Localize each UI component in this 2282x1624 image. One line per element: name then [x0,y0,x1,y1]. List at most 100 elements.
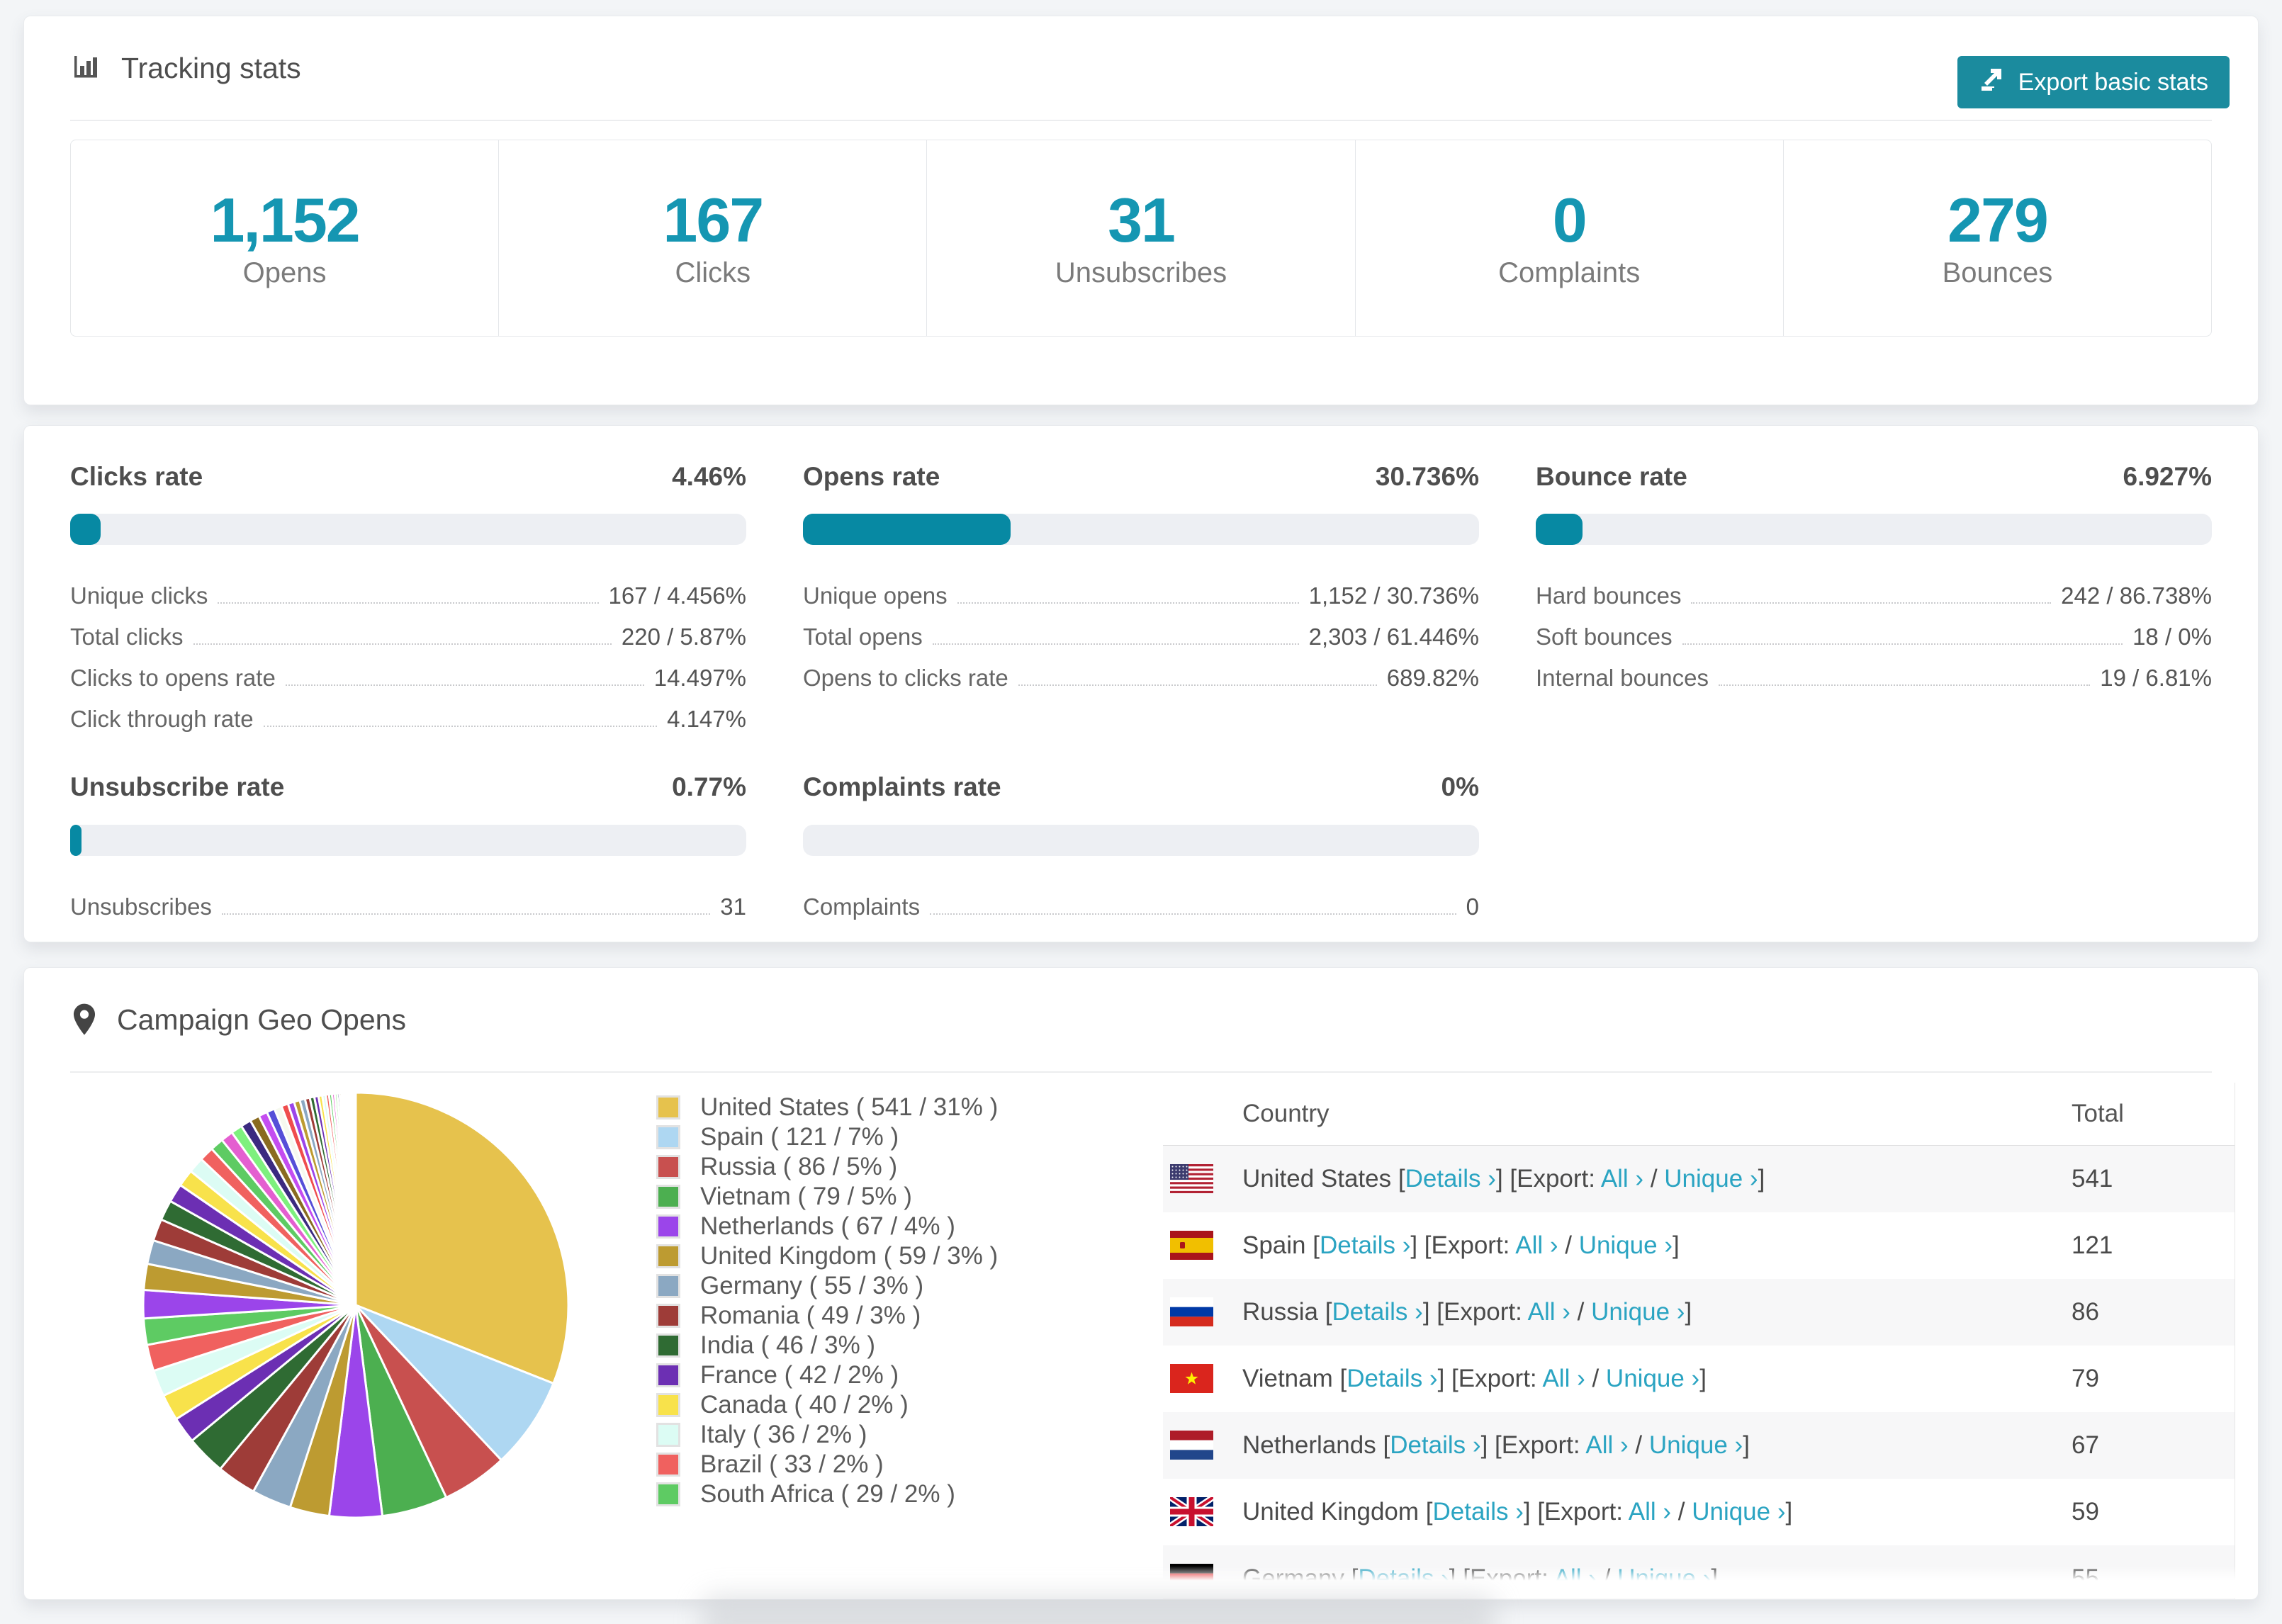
rate-row-value: 689.82% [1386,665,1479,692]
table-row-us: United States [Details ›] [Export: All ›… [1163,1146,2235,1212]
rate-row-label: Internal bounces [1536,665,1709,692]
geo-table-body: United States [Details ›] [Export: All ›… [1163,1146,2235,1599]
dotted-leader [1018,684,1377,687]
export-unique-link[interactable]: Unique › [1664,1165,1758,1192]
export-all-link[interactable]: All › [1553,1564,1597,1592]
dotted-leader [932,643,1299,645]
stat-box-bounces: 279 Bounces [1782,140,2211,336]
table-row-es: Spain [Details ›] [Export: All › / Uniqu… [1163,1212,2235,1279]
export-all-link[interactable]: All › [1515,1231,1558,1259]
export-basic-stats-button[interactable]: Export basic stats [1957,56,2230,108]
legend-label: Italy ( 36 / 2% ) [700,1421,867,1448]
stat-label: Unsubscribes [1055,257,1227,288]
legend-label: Russia ( 86 / 5% ) [700,1153,898,1180]
stat-value: 279 [1947,185,2049,255]
export-unique-link[interactable]: Unique › [1648,1431,1743,1459]
legend-swatch [656,1185,680,1209]
legend-swatch [656,1304,680,1328]
rate-row-value: 1,152 / 30.736% [1308,582,1479,609]
stat-box-unsubscribes: 31 Unsubscribes [926,140,1354,336]
legend-item[interactable]: Netherlands ( 67 / 4% ) [656,1212,998,1241]
rate-row-value: 220 / 5.87% [621,624,746,650]
details-link[interactable]: Details › [1432,1498,1524,1526]
legend-item[interactable]: United Kingdom ( 59 / 3% ) [656,1241,998,1271]
legend-swatch [656,1244,680,1268]
details-link[interactable]: Details › [1347,1365,1438,1392]
rate-row-value: 0 [1466,893,1479,920]
legend-item[interactable]: Italy ( 36 / 2% ) [656,1420,998,1450]
pie-slice[interactable]: Spain [354,1304,555,1462]
stat-box-complaints: 0 Complaints [1354,140,1783,336]
legend-item[interactable]: Vietnam ( 79 / 5% ) [656,1182,998,1212]
bottom-scroll-shadow [702,1596,1495,1624]
dotted-leader [218,602,599,604]
details-link[interactable]: Details › [1390,1431,1481,1459]
export-all-link[interactable]: All › [1585,1431,1629,1459]
export-all-link[interactable]: All › [1600,1165,1644,1192]
rate-progress-track [1536,514,2212,546]
pie-chart-legend: United States ( 541 / 31% ) Spain ( 121 /… [656,1093,998,1509]
legend-item[interactable]: South Africa ( 29 / 2% ) [656,1479,998,1509]
rate-title: Complaints rate [803,772,1001,802]
country-name: Netherlands [1242,1431,1376,1459]
dotted-leader [957,602,1299,604]
legend-swatch [656,1453,680,1477]
export-all-link[interactable]: All › [1542,1365,1585,1392]
export-unique-link[interactable]: Unique › [1617,1564,1712,1592]
rate-detail-row: Unique clicks 167 / 4.456% [70,573,746,614]
legend-swatch [656,1423,680,1447]
stat-value: 167 [663,185,764,255]
geo-title-row: Campaign Geo Opens [70,968,406,1071]
rate-row-label: Complaints [803,893,921,920]
rate-row-value: 19 / 6.81% [2100,665,2212,692]
dotted-leader [193,643,612,645]
export-unique-link[interactable]: Unique › [1591,1298,1685,1326]
legend-item[interactable]: India ( 46 / 3% ) [656,1331,998,1360]
pie-slice[interactable]: other [354,1091,357,1306]
legend-label: France ( 42 / 2% ) [700,1361,899,1389]
country-name: Germany [1242,1564,1344,1592]
dotted-leader [263,726,658,728]
details-link[interactable]: Details › [1332,1298,1423,1326]
tracking-stats-title-row: Tracking stats [70,16,301,120]
legend-label: Spain ( 121 / 7% ) [700,1123,899,1151]
export-all-link[interactable]: All › [1527,1298,1570,1326]
rate-row-value: 4.147% [667,706,746,733]
legend-item[interactable]: Brazil ( 33 / 2% ) [656,1450,998,1479]
rate-block-bounce-rate: Bounce rate 6.927% Hard bounces 242 / 86.73… [1536,461,2212,738]
legend-item[interactable]: Spain ( 121 / 7% ) [656,1122,998,1152]
export-unique-link[interactable]: Unique › [1578,1231,1673,1259]
legend-item[interactable]: France ( 42 / 2% ) [656,1360,998,1390]
rate-row-label: Total clicks [70,624,184,650]
export-all-link[interactable]: All › [1628,1498,1672,1526]
legend-label: Vietnam ( 79 / 5% ) [700,1183,912,1210]
dotted-leader [1691,602,2052,604]
stat-value: 1,152 [210,185,360,255]
legend-label: Germany ( 55 / 3% ) [700,1272,924,1299]
pie-slice[interactable]: United States [354,1091,570,1385]
legend-label: Brazil ( 33 / 2% ) [700,1450,884,1478]
legend-swatch [656,1482,680,1506]
details-link[interactable]: Details › [1405,1165,1496,1192]
legend-item[interactable]: Germany ( 55 / 3% ) [656,1271,998,1301]
dotted-leader [285,684,644,687]
details-link[interactable]: Details › [1358,1564,1449,1592]
legend-item[interactable]: Romania ( 49 / 3% ) [656,1301,998,1331]
legend-item[interactable]: Russia ( 86 / 5% ) [656,1152,998,1182]
legend-swatch [656,1155,680,1179]
dotted-leader [1719,684,2091,687]
export-unique-link[interactable]: Unique › [1605,1365,1700,1392]
export-icon [1979,66,2006,99]
rate-detail-row: Click through rate 4.147% [70,697,746,738]
details-link[interactable]: Details › [1319,1231,1411,1259]
export-unique-link[interactable]: Unique › [1692,1498,1786,1526]
pie-chart-svg: United StatesSpainRussiaVietnamNetherlan… [142,1091,570,1519]
legend-item[interactable]: Canada ( 40 / 2% ) [656,1390,998,1420]
export-button-label: Export basic stats [2018,68,2208,96]
rate-row-label: Unique opens [803,582,948,609]
legend-item[interactable]: United States ( 541 / 31% ) [656,1093,998,1122]
bar-chart-icon [70,52,103,84]
country-total: 55 [2072,1564,2099,1592]
rate-progress-track [803,514,1479,546]
